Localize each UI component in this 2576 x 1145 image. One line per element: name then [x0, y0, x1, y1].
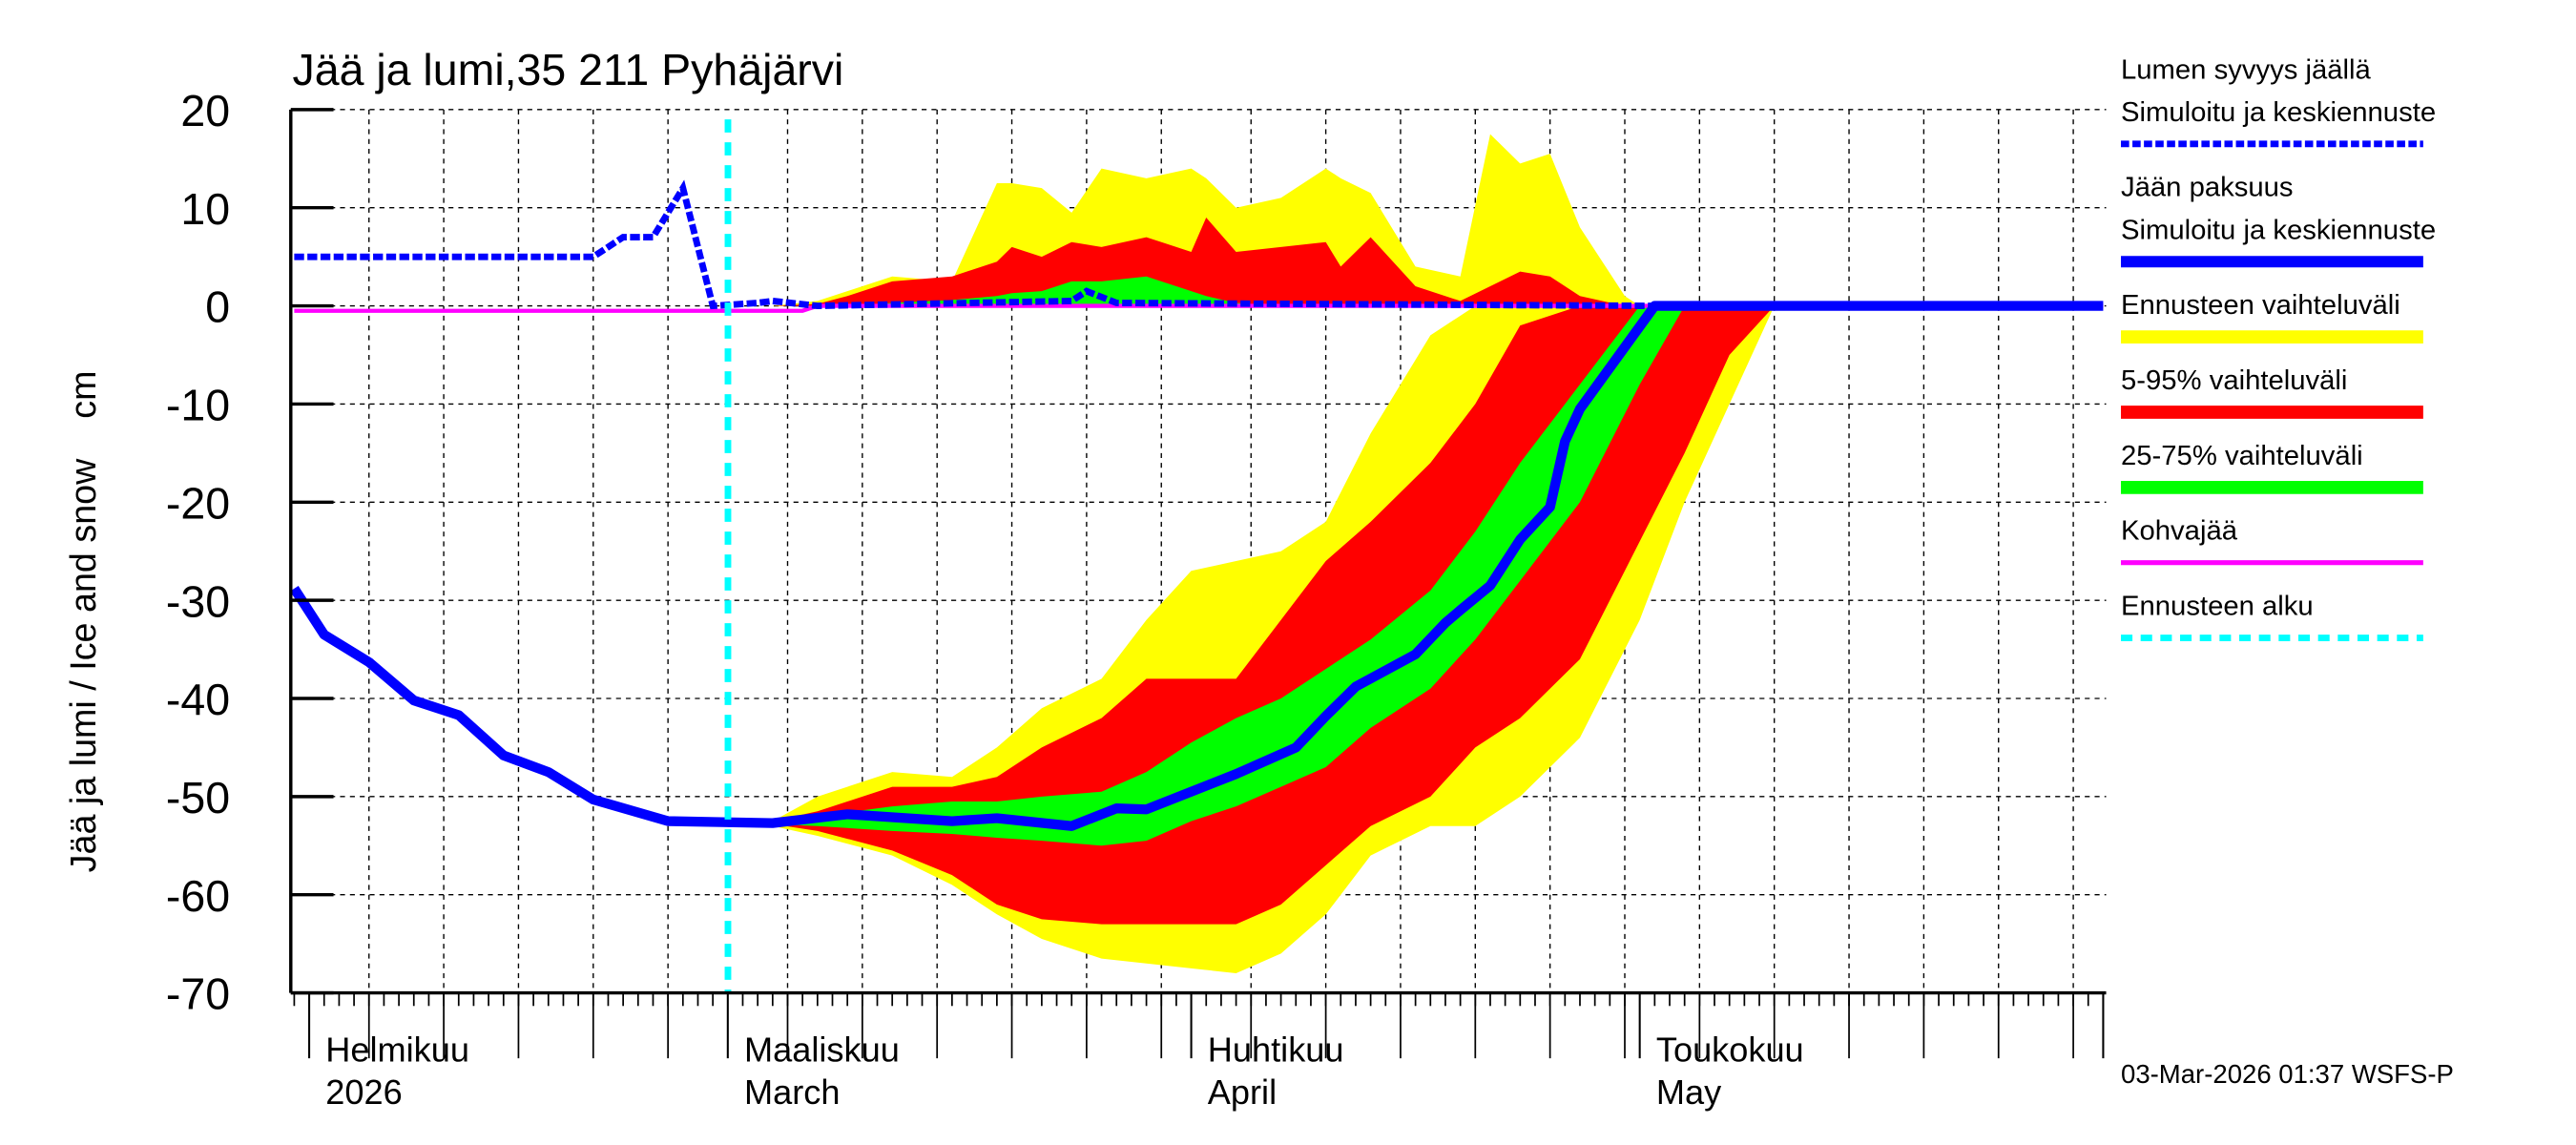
- y-tick-label: 0: [205, 282, 230, 332]
- y-tick-label: -20: [166, 479, 230, 529]
- legend-label: Simuloitu ja keskiennuste: [2121, 215, 2436, 245]
- month-label-en: May: [1656, 1072, 1721, 1112]
- month-label-fi: Maaliskuu: [744, 1030, 900, 1070]
- ice-thickness-line: [290, 301, 2104, 831]
- month-label-en: 2026: [325, 1072, 402, 1112]
- legend-label: Lumen syvyys jäällä: [2121, 54, 2372, 85]
- month-label-en: April: [1208, 1072, 1277, 1112]
- timestamp: 03-Mar-2026 01:37 WSFS-P: [2121, 1059, 2454, 1089]
- forecast-bands: [772, 134, 1775, 974]
- y-tick-label: -70: [166, 969, 230, 1019]
- y-tick-label: 20: [180, 86, 230, 135]
- y-tick-label: -30: [166, 576, 230, 626]
- y-tick-label: -60: [166, 871, 230, 921]
- snow-depth-line: [294, 179, 1655, 310]
- legend: Lumen syvyys jäällä Simuloitu ja keskienn…: [2121, 54, 2436, 641]
- legend-label: 5-95% vaihteluväli: [2121, 365, 2347, 396]
- y-tick-label: -10: [166, 381, 230, 430]
- ice-band-25-75: [772, 305, 1775, 846]
- y-tick-label: 10: [180, 184, 230, 234]
- legend-label: Ennusteen vaihteluväli: [2121, 290, 2400, 321]
- legend-label: 25-75% vaihteluväli: [2121, 441, 2363, 471]
- y-tick-label: -50: [166, 773, 230, 822]
- month-label-fi: Helmikuu: [325, 1030, 469, 1070]
- legend-label: Simuloitu ja keskiennuste: [2121, 97, 2436, 128]
- y-axis-label: Jää ja lumi / Ice and snow cm: [64, 370, 104, 872]
- legend-label: Jään paksuus: [2121, 173, 2294, 203]
- month-label-en: March: [744, 1072, 840, 1112]
- month-label-fi: Toukokuu: [1656, 1030, 1804, 1070]
- legend-label: Kohvajää: [2121, 516, 2238, 547]
- legend-label: Ennusteen alku: [2121, 592, 2314, 622]
- y-tick-label: -40: [166, 675, 230, 724]
- month-label-fi: Huhtikuu: [1208, 1030, 1344, 1070]
- series-lines: [290, 119, 2104, 993]
- snow-band-25-75: [772, 276, 1640, 306]
- chart-title: Jää ja lumi,35 211 Pyhäjärvi: [293, 45, 844, 94]
- snow-band-5-95: [772, 218, 1640, 306]
